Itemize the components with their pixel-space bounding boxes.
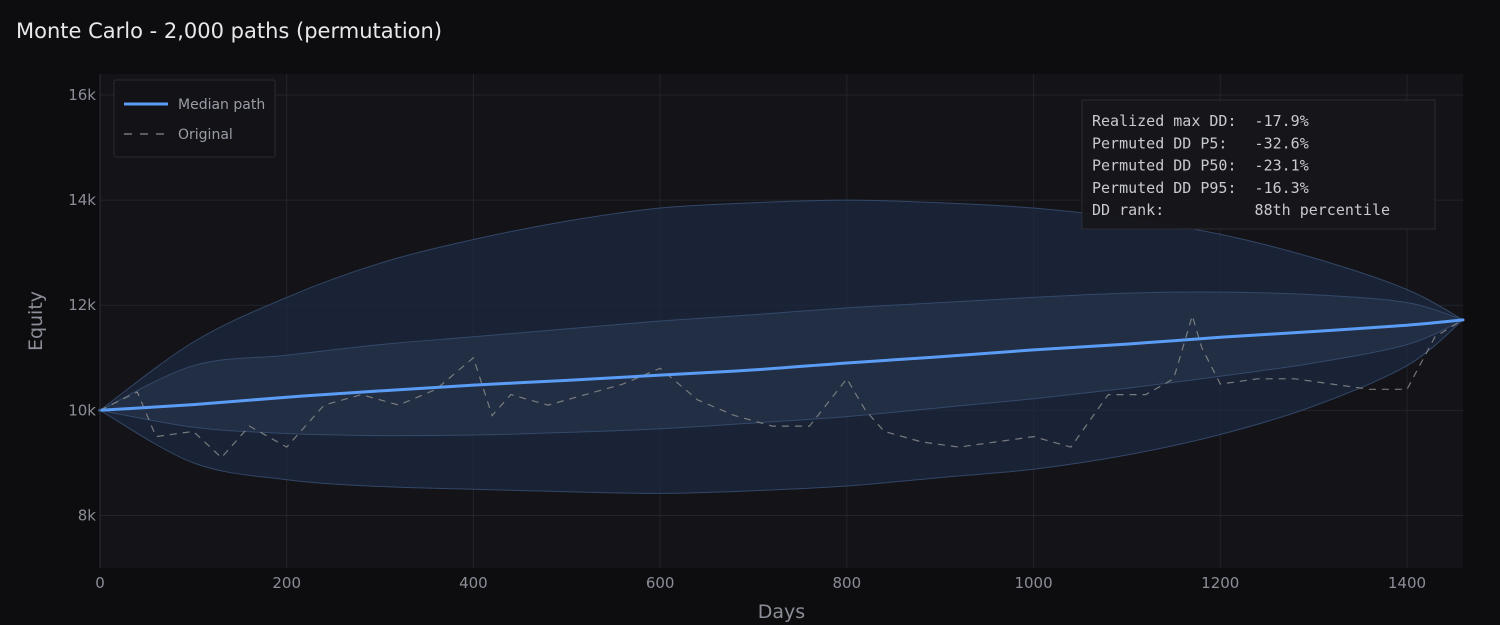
stats-line: DD rank: 88th percentile	[1092, 201, 1390, 219]
legend-label: Median path	[178, 97, 265, 113]
legend: Median path Original	[113, 79, 276, 158]
legend-label: Original	[178, 127, 233, 143]
y-tick-label: 8k	[78, 506, 97, 524]
x-axis-label: Days	[758, 601, 805, 623]
stats-line: Permuted DD P50: -23.1%	[1092, 157, 1309, 175]
x-tick-label: 800	[833, 574, 862, 592]
x-tick-label: 0	[95, 574, 105, 592]
y-tick-label: 14k	[68, 191, 96, 209]
original-series-line	[99, 313, 1464, 459]
y-tick-label: 16k	[68, 86, 96, 104]
stats-line: Permuted DD P95: -16.3%	[1092, 179, 1309, 197]
median-series-line	[98, 318, 1465, 412]
x-tick-label: 400	[459, 574, 488, 592]
stats-box-frame	[1081, 99, 1436, 230]
x-tick-label: 600	[646, 574, 675, 592]
chart-title: Monte Carlo - 2,000 paths (permutation)	[16, 19, 442, 43]
x-tick-label: 1000	[1014, 574, 1052, 592]
stats-box: Realized max DD: -17.9% Permuted DD P5: -…	[1081, 99, 1436, 230]
axes: 0 200 400 600 800 1000 1200 1400 8k 10k 12k 14k 16k	[68, 74, 1426, 592]
confidence-bands	[98, 199, 1465, 494]
x-tick-label: 1200	[1201, 574, 1239, 592]
stats-line: Realized max DD: -17.9%	[1092, 112, 1309, 130]
x-tick-label: 200	[272, 574, 301, 592]
x-tick-label: 1400	[1388, 574, 1426, 592]
legend-box	[113, 79, 276, 158]
stats-line: Permuted DD P5: -32.6%	[1092, 134, 1309, 152]
series-lines	[98, 313, 1465, 459]
y-tick-label: 10k	[68, 401, 96, 419]
y-axis-label: Equity	[25, 291, 47, 351]
y-tick-label: 12k	[68, 296, 96, 314]
